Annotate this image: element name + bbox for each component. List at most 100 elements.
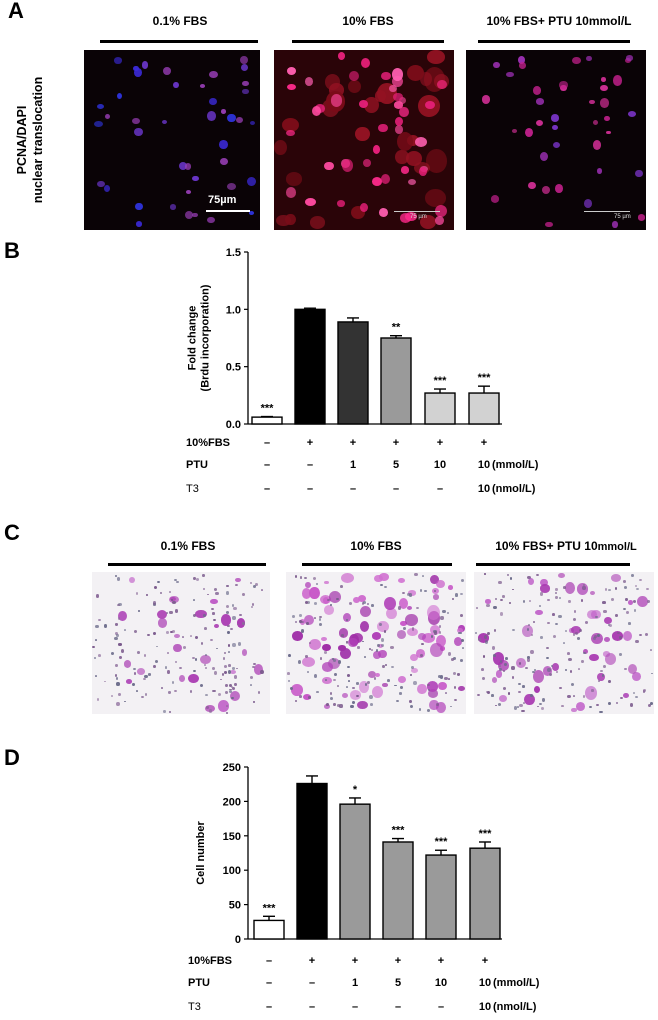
pore bbox=[194, 635, 199, 640]
pore bbox=[301, 621, 304, 624]
cytoplasm bbox=[324, 74, 340, 91]
pore bbox=[527, 656, 530, 659]
pore bbox=[421, 642, 424, 645]
pore bbox=[578, 668, 581, 670]
cell bbox=[373, 651, 381, 660]
pore bbox=[212, 612, 215, 615]
nucleus bbox=[400, 166, 410, 174]
cell bbox=[187, 673, 199, 684]
pore bbox=[596, 703, 599, 706]
pore bbox=[623, 608, 627, 611]
pore bbox=[608, 679, 611, 683]
cell bbox=[302, 693, 312, 701]
pore bbox=[481, 667, 485, 671]
pore bbox=[522, 600, 525, 603]
nucleus bbox=[362, 158, 372, 168]
pore bbox=[316, 691, 319, 693]
scale-bar-label: 75µm bbox=[208, 194, 237, 206]
pore bbox=[502, 686, 507, 690]
pore bbox=[120, 648, 124, 653]
pore bbox=[552, 635, 556, 639]
nucleus bbox=[178, 162, 187, 171]
cell bbox=[584, 686, 597, 701]
cell bbox=[195, 609, 207, 619]
cell bbox=[377, 621, 389, 633]
pore bbox=[636, 588, 640, 591]
cell bbox=[627, 664, 637, 675]
pore bbox=[603, 609, 607, 613]
pore bbox=[231, 604, 235, 608]
pore bbox=[233, 607, 237, 611]
condition-value: 10 bbox=[479, 1001, 491, 1013]
condition-unit: (nmol/L) bbox=[492, 483, 536, 495]
cell bbox=[493, 652, 505, 665]
pore bbox=[95, 625, 99, 629]
micrograph-c-10-fbs-ptu bbox=[474, 572, 654, 714]
pore bbox=[629, 703, 634, 707]
pore bbox=[411, 666, 415, 670]
pore bbox=[416, 607, 419, 610]
pore bbox=[620, 696, 623, 699]
pore bbox=[253, 585, 257, 589]
cell bbox=[429, 699, 439, 711]
panel-c-group-2-title: 10% FBS bbox=[350, 539, 402, 553]
pore bbox=[564, 629, 568, 632]
pore bbox=[454, 698, 458, 701]
pore bbox=[382, 664, 385, 669]
nucleus bbox=[330, 94, 343, 107]
nucleus bbox=[163, 67, 171, 76]
pore bbox=[568, 600, 571, 603]
nucleus bbox=[184, 163, 192, 171]
pore bbox=[111, 652, 115, 656]
nucleus bbox=[305, 77, 313, 87]
pore bbox=[638, 634, 642, 637]
pore bbox=[260, 589, 263, 591]
condition-unit: (mmol/L) bbox=[492, 459, 539, 471]
cell bbox=[378, 643, 384, 648]
pore bbox=[512, 588, 515, 591]
pore bbox=[350, 704, 354, 709]
pore bbox=[154, 585, 158, 589]
pore bbox=[411, 627, 415, 631]
pore bbox=[314, 674, 318, 679]
pore bbox=[483, 655, 486, 658]
pore bbox=[600, 669, 603, 672]
pore bbox=[510, 577, 513, 580]
pore bbox=[144, 693, 148, 697]
nucleus bbox=[399, 106, 409, 118]
cell bbox=[341, 692, 348, 699]
condition-value: 1 bbox=[350, 459, 356, 471]
cell bbox=[457, 686, 465, 692]
cell bbox=[179, 675, 185, 682]
pore bbox=[226, 584, 229, 588]
scale-bar bbox=[206, 210, 250, 212]
pore bbox=[216, 647, 219, 650]
nucleus bbox=[393, 101, 403, 109]
pore bbox=[251, 603, 255, 606]
cell bbox=[516, 657, 527, 669]
nucleus bbox=[199, 83, 205, 88]
pore bbox=[337, 704, 341, 708]
pore bbox=[383, 629, 387, 633]
nucleus bbox=[398, 97, 407, 105]
pore bbox=[336, 598, 339, 601]
pore bbox=[348, 601, 353, 605]
cell bbox=[397, 577, 406, 584]
pore bbox=[254, 582, 258, 587]
pore bbox=[439, 625, 442, 628]
cell bbox=[429, 624, 441, 635]
pore bbox=[116, 634, 120, 637]
pore bbox=[133, 629, 138, 634]
cell bbox=[253, 663, 264, 675]
pore bbox=[308, 641, 312, 645]
cell bbox=[524, 693, 535, 706]
cell bbox=[220, 614, 232, 626]
pore bbox=[582, 695, 586, 698]
pore bbox=[103, 680, 107, 683]
pore bbox=[564, 668, 568, 672]
significance-label: *** bbox=[392, 825, 406, 837]
pore bbox=[209, 639, 213, 642]
pore bbox=[228, 690, 232, 694]
pore bbox=[173, 689, 177, 693]
nucleus bbox=[135, 202, 143, 211]
